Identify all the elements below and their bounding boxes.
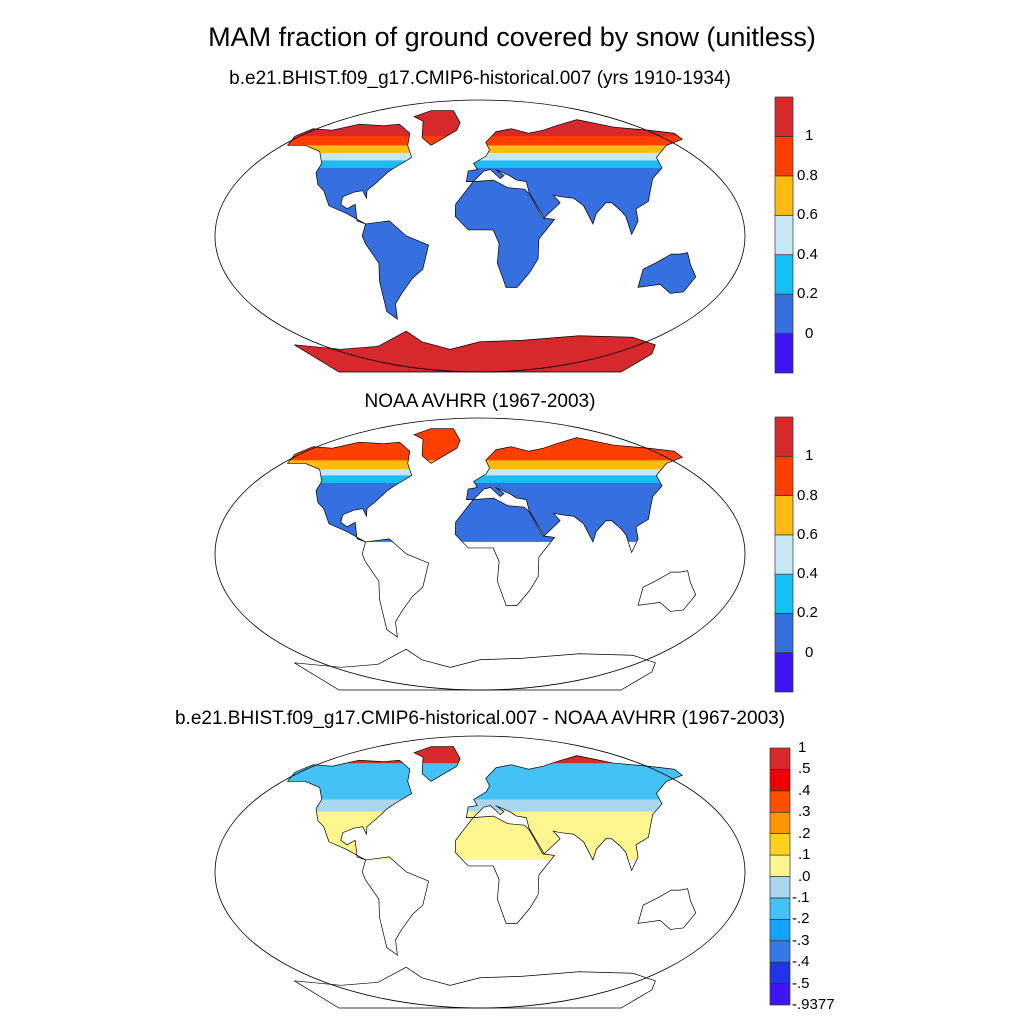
coastline-eurasia	[465, 755, 684, 872]
coastline-australia	[637, 888, 697, 930]
panel-2-subtitle: NOAA AVHRR (1967-2003)	[364, 391, 596, 412]
colorbar-box	[774, 96, 794, 137]
coastline-greenland	[413, 428, 461, 464]
colorbar-1	[774, 96, 794, 374]
colorbar-box	[769, 876, 791, 899]
coastline-antarctica	[294, 330, 656, 373]
colorbar-box	[774, 333, 794, 374]
map-outline	[214, 417, 746, 691]
colorbar-tick-label: 1	[805, 127, 814, 145]
colorbar-box	[774, 214, 794, 256]
coastline-australia	[637, 252, 697, 294]
coastline-south-america	[361, 538, 429, 638]
colorbar-tick-label: 0	[805, 643, 814, 661]
colorbar-tick-label: .0	[798, 867, 811, 885]
coastline-africa	[454, 179, 556, 288]
snow-band	[287, 145, 696, 154]
coastline-africa	[454, 815, 556, 924]
coastline-greenland	[413, 110, 461, 146]
colorbar-tick-label: 0.6	[797, 206, 818, 224]
colorbar-tick-label: -.4	[792, 953, 810, 971]
colorbar-tick-label: .1	[798, 846, 811, 864]
colorbar-tick-label: -.1	[792, 888, 810, 906]
snow-band	[287, 136, 696, 146]
colorbar-tick-label: .4	[798, 781, 811, 799]
colorbar-box	[774, 495, 794, 536]
map-outline	[214, 735, 746, 1009]
colorbar-box	[774, 136, 794, 177]
coastline-north-america	[286, 123, 413, 225]
snow-band	[287, 152, 696, 161]
colorbar-tick-label: 0.8	[797, 166, 818, 184]
coastline-eurasia	[465, 119, 684, 236]
colorbar-tick-label: 0.8	[797, 486, 818, 504]
colorbar-box	[774, 613, 794, 654]
colorbar-box	[774, 175, 794, 216]
panel-3-subtitle: b.e21.BHIST.f09_g17.CMIP6-historical.007…	[174, 708, 786, 729]
coastline-africa	[454, 497, 556, 606]
colorbar-box	[774, 416, 794, 457]
map-panel-2	[214, 417, 746, 691]
colorbar-box	[774, 652, 794, 693]
colorbar-box	[769, 811, 791, 835]
colorbar-box	[769, 918, 791, 942]
colorbar-box	[774, 254, 794, 295]
map-outline	[214, 99, 746, 373]
coastline-south-america	[361, 856, 429, 956]
coastline-antarctica	[294, 648, 656, 691]
colorbar-box	[769, 854, 791, 877]
colorbar-box	[774, 573, 794, 614]
colorbar-box	[769, 940, 791, 963]
colorbar-box	[769, 961, 791, 984]
coastline-eurasia	[465, 437, 684, 554]
coastline-australia	[637, 570, 697, 612]
coastline-antarctica	[294, 966, 656, 1009]
coastline-north-america	[286, 759, 413, 861]
colorbar-tick-label: 0.2	[797, 285, 818, 303]
colorbar-tick-label: .5	[798, 760, 811, 778]
snow-band	[287, 160, 696, 169]
colorbar-tick-label: -.9377	[792, 996, 835, 1013]
coastline-greenland	[413, 746, 461, 782]
colorbar-box	[774, 534, 794, 575]
colorbar-box	[774, 455, 794, 496]
colorbar-tick-label: 1	[798, 739, 807, 756]
colorbar-tick-label: 0.4	[797, 245, 818, 263]
snow-band	[287, 469, 696, 476]
colorbar-tick-label: 0.6	[797, 525, 818, 543]
map-panel-3	[214, 735, 746, 1009]
colorbar-box	[769, 833, 791, 856]
colorbar-box	[769, 747, 791, 770]
colorbar-tick-label: -.2	[792, 910, 810, 928]
colorbar-box	[769, 897, 791, 920]
panel-1-subtitle: b.e21.BHIST.f09_g17.CMIP6-historical.007…	[229, 68, 731, 89]
colorbar-tick-label: -.5	[792, 974, 810, 992]
colorbar-tick-label: .2	[798, 824, 811, 842]
colorbar-tick-label: 1	[805, 447, 814, 465]
figure-title: MAM fraction of ground covered by snow (…	[208, 22, 816, 52]
coastline-south-america	[361, 220, 429, 320]
colorbar-3	[769, 747, 791, 1006]
colorbar-tick-label: 0	[805, 324, 814, 342]
snow-band	[287, 475, 696, 484]
colorbar-box	[769, 769, 791, 792]
snow-band	[287, 460, 696, 470]
colorbar-box	[774, 293, 794, 334]
colorbar-tick-label: -.3	[792, 931, 810, 949]
colorbar-tick-label: 0.2	[797, 604, 818, 622]
colorbar-box	[769, 790, 791, 813]
colorbar-tick-label: 0.4	[797, 565, 818, 583]
coastline-north-america	[286, 441, 413, 543]
map-panel-1	[214, 99, 746, 373]
colorbar-box	[769, 983, 791, 1006]
colorbar-2	[774, 416, 794, 693]
colorbar-tick-label: .3	[798, 803, 811, 821]
